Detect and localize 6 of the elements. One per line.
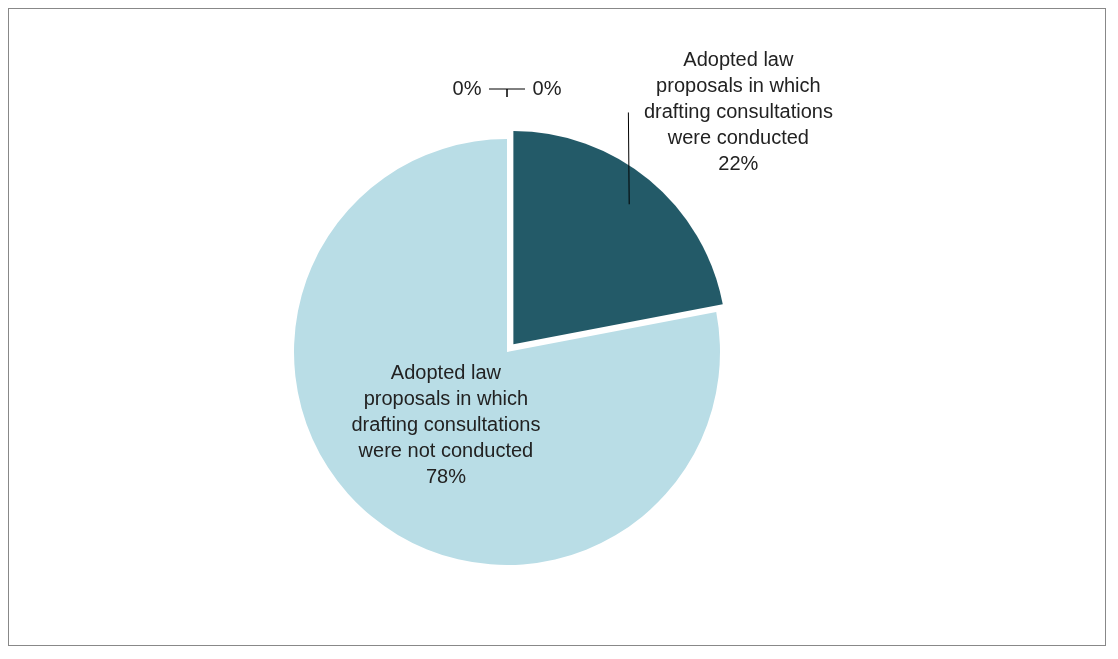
data-label: 78% xyxy=(425,465,467,488)
data-label: 22% xyxy=(718,151,759,174)
text: 0% xyxy=(532,76,562,99)
text: 0% xyxy=(452,76,482,99)
slice-label: Adopted law proposals in which drafting consultations were conducted xyxy=(643,47,833,148)
slice-label: Adopted law proposals in which drafting consultations were not conducted xyxy=(351,361,541,462)
